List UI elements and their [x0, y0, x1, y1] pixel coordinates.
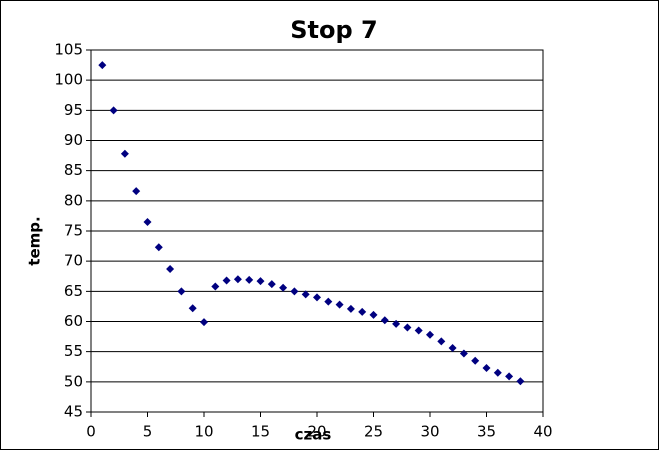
- point: [335, 300, 344, 309]
- x-axis-label: czas: [295, 426, 332, 444]
- point: [459, 349, 468, 358]
- x-tick-label: 40: [533, 423, 552, 441]
- y-tick-label: 65: [64, 282, 83, 300]
- point: [120, 149, 129, 158]
- point: [222, 276, 231, 285]
- x-tick-label: 0: [86, 423, 96, 441]
- point: [358, 307, 367, 316]
- x-tick-label: 25: [364, 423, 383, 441]
- point: [233, 275, 242, 284]
- point: [437, 337, 446, 346]
- point: [98, 61, 107, 70]
- point: [279, 283, 288, 292]
- point: [188, 304, 197, 313]
- point: [346, 304, 355, 313]
- point: [369, 310, 378, 319]
- x-tick-label: 30: [420, 423, 439, 441]
- point: [426, 330, 434, 339]
- x-tick-label: 10: [194, 423, 213, 441]
- point: [267, 280, 276, 289]
- y-tick-label: 75: [64, 222, 83, 240]
- point: [493, 368, 502, 377]
- point: [448, 344, 457, 353]
- point: [109, 106, 118, 115]
- point: [132, 187, 141, 196]
- point: [313, 293, 321, 302]
- x-tick-label: 35: [477, 423, 496, 441]
- y-tick-label: 90: [64, 131, 83, 149]
- y-tick-label: 50: [64, 372, 83, 390]
- point: [516, 377, 525, 386]
- point: [143, 217, 152, 226]
- y-tick-label: 85: [64, 161, 83, 179]
- y-tick-label: 80: [64, 191, 83, 209]
- point: [290, 287, 299, 296]
- y-tick-label: 55: [64, 342, 83, 360]
- point: [200, 318, 208, 327]
- chart-title: Stop 7: [290, 16, 377, 44]
- point: [380, 316, 389, 325]
- y-tick-label: 45: [64, 403, 83, 421]
- point: [324, 297, 333, 306]
- x-tick-label: 20: [307, 423, 326, 441]
- point: [245, 275, 254, 284]
- point: [505, 372, 514, 381]
- point: [166, 265, 175, 274]
- point: [482, 363, 491, 372]
- point: [211, 282, 220, 291]
- x-tick-label: 5: [143, 423, 153, 441]
- y-tick-label: 60: [64, 312, 83, 330]
- point: [392, 319, 401, 328]
- y-tick-label: 100: [54, 71, 83, 89]
- point: [256, 277, 265, 286]
- point: [471, 356, 480, 365]
- y-tick-label: 70: [64, 252, 83, 270]
- y-tick-label: 95: [64, 101, 83, 119]
- y-axis-label: temp.: [26, 216, 44, 265]
- point: [154, 243, 163, 252]
- point: [414, 326, 423, 335]
- point: [403, 323, 412, 332]
- x-tick-label: 15: [251, 423, 270, 441]
- point: [177, 287, 186, 296]
- point: [301, 290, 310, 299]
- y-tick-label: 105: [54, 41, 83, 59]
